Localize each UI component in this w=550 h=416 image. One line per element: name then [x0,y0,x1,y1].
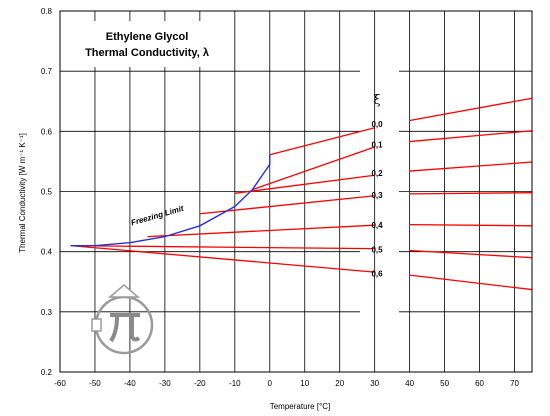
y-tick-label: 0.3 [41,308,53,317]
plot-frame [59,10,533,373]
freezing-limit-line [70,154,271,247]
x-tick-label: 70 [510,379,519,388]
series-label: 0,5 [371,246,383,255]
x-tick-label: 50 [440,379,449,388]
series-line [409,249,533,259]
y-tick-label: 0.2 [41,368,53,377]
series-label: 0,0 [371,120,383,129]
x-tick-label: -50 [89,379,101,388]
series-label: 0,2 [371,169,383,178]
series-label: 0,3 [371,191,383,200]
pi-logo-icon [91,284,154,355]
x-tick-label: -10 [229,379,241,388]
series-line [409,97,533,122]
x-axis-label: Temperature [°C] [270,402,331,411]
y-tick-label: 0.6 [41,127,53,136]
series-line [409,274,533,291]
y-tick-label: 0.8 [41,7,53,16]
title-box [77,21,218,67]
chart-title-line-2: Thermal Conductivity, λ [85,47,209,59]
series-line [409,223,533,227]
x-tick-label: -30 [159,379,171,388]
series-line [269,127,375,156]
series-line [234,174,375,194]
series-lines [70,97,533,291]
tick-labels: -60 -50 -40 -30 -20 -10 0 10 20 30 40 50 60 70 0.2 0.3 0… [41,7,520,388]
x-tick-label: 10 [300,379,309,388]
series-line [252,146,375,191]
x-tick-label: 60 [475,379,484,388]
y-tick-label: 0.7 [41,67,53,76]
x-tick-label: 40 [405,379,414,388]
x-tick-label: 20 [335,379,344,388]
y-tick-label: 0.5 [41,188,53,197]
series-line [409,130,533,143]
y-axis-label: Thermal Conductivity [W m⁻¹ K⁻¹] [18,133,27,253]
series-line [199,195,375,215]
x-tick-label: -40 [124,379,136,388]
x-tick-label: -20 [194,379,206,388]
x-tick-label: 30 [370,379,379,388]
series-label: 0,6 [371,270,383,279]
series-line [70,245,375,273]
legend-symbol: ξ [373,93,380,108]
series-line [147,224,375,238]
x-tick-label: 0 [268,379,273,388]
freezing-limit-label: Freezing Limit [130,204,185,228]
series-line [70,245,375,250]
series-label: 0,4 [371,221,383,230]
series-label: 0,1 [371,140,383,149]
series-line [409,192,533,195]
chart-title-line-1: Ethylene Glycol [106,31,189,43]
freezing-limit-group [70,154,271,247]
x-tick-label: -60 [54,379,66,388]
series-labels: 0,0 0,1 0,2 0,3 0,4 0,5 0,6 [371,120,383,279]
y-tick-label: 0.4 [41,248,53,257]
series-line [409,161,533,172]
